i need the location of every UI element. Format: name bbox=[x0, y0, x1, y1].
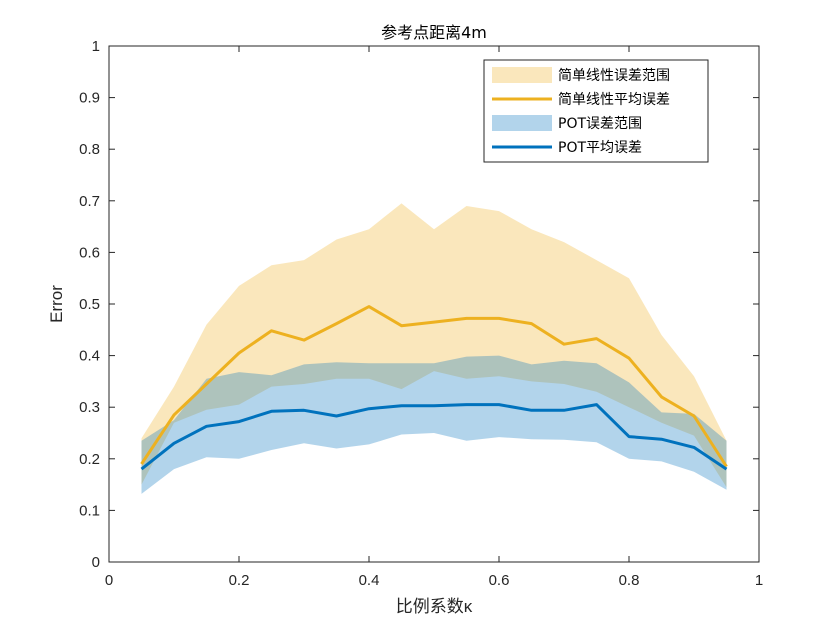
y-tick-label-9: 0.9 bbox=[79, 90, 100, 107]
line-series-3 bbox=[140, 403, 728, 471]
y-tick-label-1: 0.1 bbox=[79, 502, 100, 519]
line-series-1 bbox=[140, 305, 728, 468]
x-tick-label-4: 0.8 bbox=[619, 572, 640, 589]
legend-label-1: 简单线性平均误差 bbox=[558, 91, 670, 108]
y-tick-label-3: 0.3 bbox=[79, 399, 100, 416]
x-tick-label-2: 0.4 bbox=[359, 572, 380, 589]
x-axis: 0 0.2 0.4 0.6 0.8 1 bbox=[105, 46, 763, 589]
band-series-2 bbox=[141, 355, 727, 494]
y-tick-label-8: 0.8 bbox=[79, 141, 100, 158]
y-tick-label-2: 0.2 bbox=[79, 451, 100, 468]
chart-title: 参考点距离4m bbox=[381, 23, 487, 42]
y-tick-label-6: 0.6 bbox=[79, 244, 100, 261]
lines-layer bbox=[140, 305, 728, 471]
x-tick-label-1: 0.2 bbox=[229, 572, 250, 589]
legend-box bbox=[483, 59, 709, 163]
x-axis-title: 比例系数κ bbox=[396, 597, 473, 616]
legend-label-3: POT平均误差 bbox=[558, 140, 642, 156]
x-tick-label-5: 1 bbox=[755, 572, 763, 589]
y-axis-title: Error bbox=[47, 285, 66, 323]
x-tick-label-0: 0 bbox=[105, 572, 113, 589]
legend-label-0: 简单线性误差范围 bbox=[558, 67, 670, 84]
y-tick-label-0: 0 bbox=[92, 554, 100, 571]
y-tick-label-7: 0.7 bbox=[79, 193, 100, 210]
bands-layer bbox=[141, 203, 727, 494]
band-series-0 bbox=[141, 203, 727, 488]
legend-label-2: POT误差范围 bbox=[558, 115, 642, 132]
legend-swatch-0 bbox=[492, 67, 552, 83]
y-tick-label-4: 0.4 bbox=[79, 348, 100, 365]
y-tick-label-10: 1 bbox=[92, 38, 100, 55]
x-tick-label-3: 0.6 bbox=[489, 572, 510, 589]
y-tick-label-5: 0.5 bbox=[79, 296, 100, 313]
y-axis: 0 0.1 0.2 0.3 0.4 0.5 0.6 0.7 0.8 0.9 1 bbox=[79, 38, 759, 571]
legend-swatch-2 bbox=[492, 115, 552, 131]
